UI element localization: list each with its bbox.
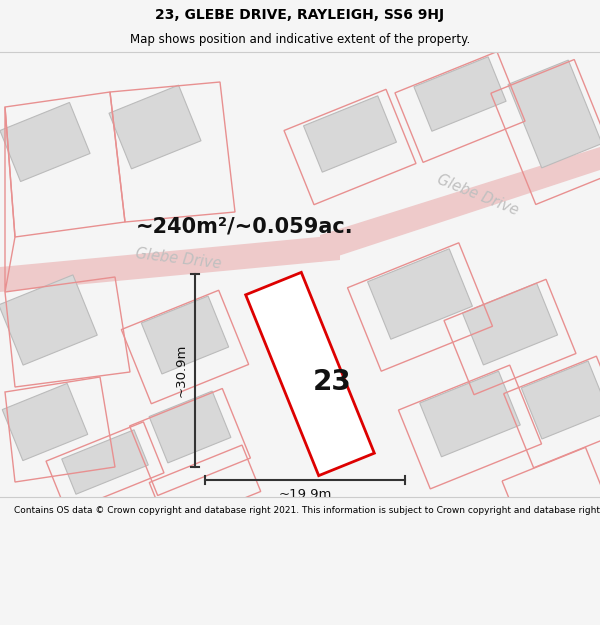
Polygon shape: [420, 371, 520, 457]
Polygon shape: [320, 147, 600, 262]
Text: ~240m²/~0.059ac.: ~240m²/~0.059ac.: [136, 217, 354, 237]
Text: 23, GLEBE DRIVE, RAYLEIGH, SS6 9HJ: 23, GLEBE DRIVE, RAYLEIGH, SS6 9HJ: [155, 8, 445, 21]
Polygon shape: [149, 391, 231, 463]
Polygon shape: [0, 102, 90, 181]
Polygon shape: [62, 430, 148, 494]
Text: Glebe Drive: Glebe Drive: [435, 172, 521, 218]
Polygon shape: [142, 296, 229, 374]
Polygon shape: [109, 85, 201, 169]
Polygon shape: [0, 275, 97, 365]
Text: Map shows position and indicative extent of the property.: Map shows position and indicative extent…: [130, 32, 470, 46]
Polygon shape: [414, 57, 506, 131]
Polygon shape: [368, 249, 472, 339]
Polygon shape: [521, 361, 600, 439]
Text: 23: 23: [313, 368, 352, 396]
Polygon shape: [245, 272, 374, 476]
Polygon shape: [0, 235, 340, 292]
Polygon shape: [508, 60, 600, 168]
Polygon shape: [463, 283, 557, 365]
Text: Contains OS data © Crown copyright and database right 2021. This information is : Contains OS data © Crown copyright and d…: [14, 506, 600, 515]
Text: ~30.9m: ~30.9m: [175, 344, 187, 398]
Polygon shape: [304, 96, 397, 172]
Text: ~19.9m: ~19.9m: [278, 489, 332, 501]
Polygon shape: [2, 383, 88, 461]
Text: Glebe Drive: Glebe Drive: [134, 246, 222, 272]
